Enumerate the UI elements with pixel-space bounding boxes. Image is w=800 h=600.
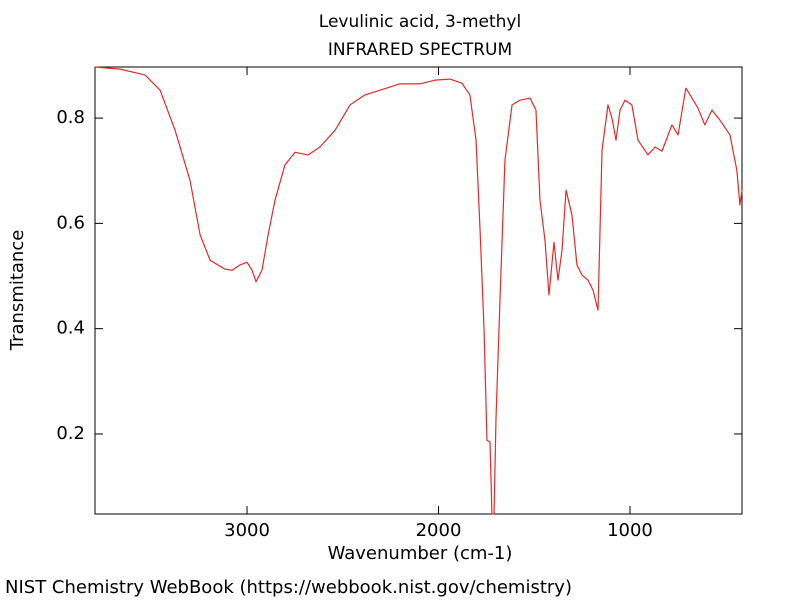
- y-tick-label: 0.8: [56, 107, 85, 128]
- x-axis-label: Wavenumber (cm-1): [328, 543, 513, 564]
- y-tick-label: 0.2: [56, 423, 85, 444]
- y-tick-label: 0.6: [56, 212, 85, 233]
- x-tick-label: 2000: [416, 520, 462, 541]
- chart-subtitle: INFRARED SPECTRUM: [328, 40, 512, 60]
- x-tick-label: 3000: [224, 520, 270, 541]
- source-note: NIST Chemistry WebBook (https://webbook.…: [5, 577, 572, 598]
- spectrum-line: [94, 66, 743, 515]
- y-tick-label: 0.4: [56, 318, 85, 339]
- x-tick-label: 1000: [607, 520, 653, 541]
- y-axis-label: Transmitance: [7, 230, 28, 352]
- chart-title: Levulinic acid, 3-methyl: [319, 12, 521, 32]
- plot-frame: [94, 66, 743, 515]
